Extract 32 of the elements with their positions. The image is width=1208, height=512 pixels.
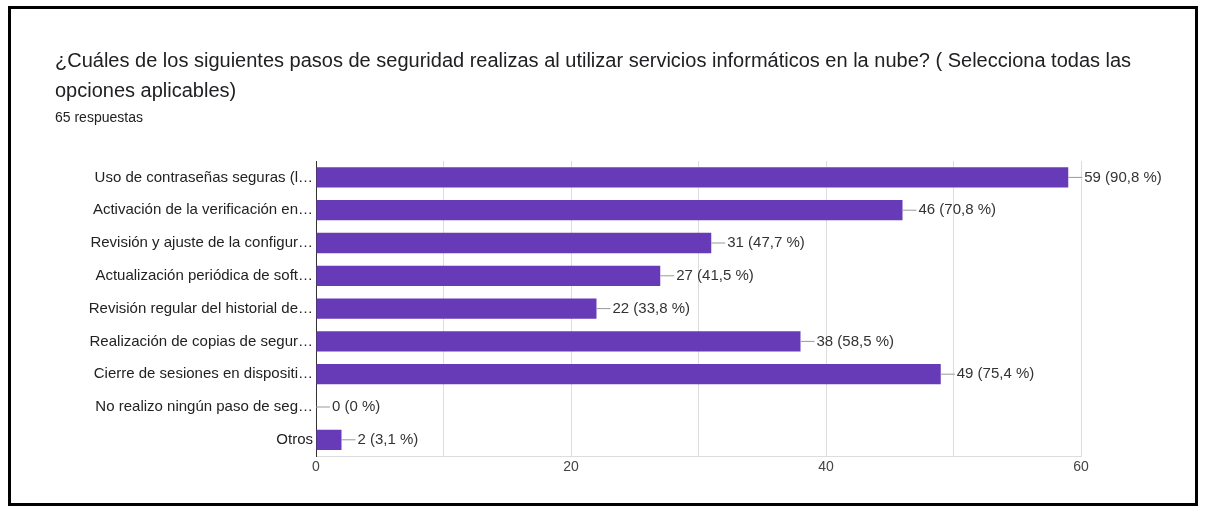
data-label: 49 (75,4 %) [956, 364, 1035, 382]
bar [316, 200, 903, 221]
bar [316, 331, 801, 352]
bar [316, 429, 342, 450]
data-label: 59 (90,8 %) [1084, 167, 1162, 185]
data-label: 0 (0 %) [332, 397, 381, 415]
y-tick-label: Otros [276, 429, 313, 447]
y-tick-label: Realización de copias de segur… [89, 331, 313, 349]
x-tick-label: 0 [312, 458, 321, 475]
y-tick-label: Actualización periódica de soft… [95, 265, 313, 283]
bar [316, 364, 941, 385]
bar [316, 298, 597, 319]
chart-title: ¿Cuáles de los siguientes pasos de seguridad realizas al utilizar servicios informáticos en la nube? ( Selecciona todas las opciones aplicables) [55, 48, 1133, 103]
bar [316, 167, 1069, 188]
y-tick-label: Cierre de sesiones en dispositi… [93, 364, 313, 382]
data-label: 22 (33,8 %) [612, 298, 691, 316]
bar [316, 232, 712, 254]
y-tick-label: Uso de contraseñas seguras (l… [94, 167, 313, 185]
data-label: 27 (41,5 %) [676, 265, 754, 283]
y-tick-label: Revisión y ajuste de la configur… [90, 233, 313, 251]
data-label: 31 (47,7 %) [727, 233, 805, 251]
data-label: 46 (70,8 %) [918, 200, 997, 218]
text: 65 respuestas [55, 109, 143, 125]
bar [316, 265, 661, 286]
y-tick-label: No realizo ningún paso de seg… [95, 397, 313, 415]
x-tick-label: 40 [818, 458, 834, 475]
y-tick-label: Activación de la verificación en… [92, 200, 313, 218]
x-tick-label: 20 [563, 458, 579, 475]
x-tick-label: 60 [1073, 458, 1089, 475]
data-label: 38 (58,5 %) [816, 331, 895, 349]
y-tick-label: Revisión regular del historial de… [88, 298, 313, 316]
data-label: 2 (3,1 %) [357, 429, 419, 447]
